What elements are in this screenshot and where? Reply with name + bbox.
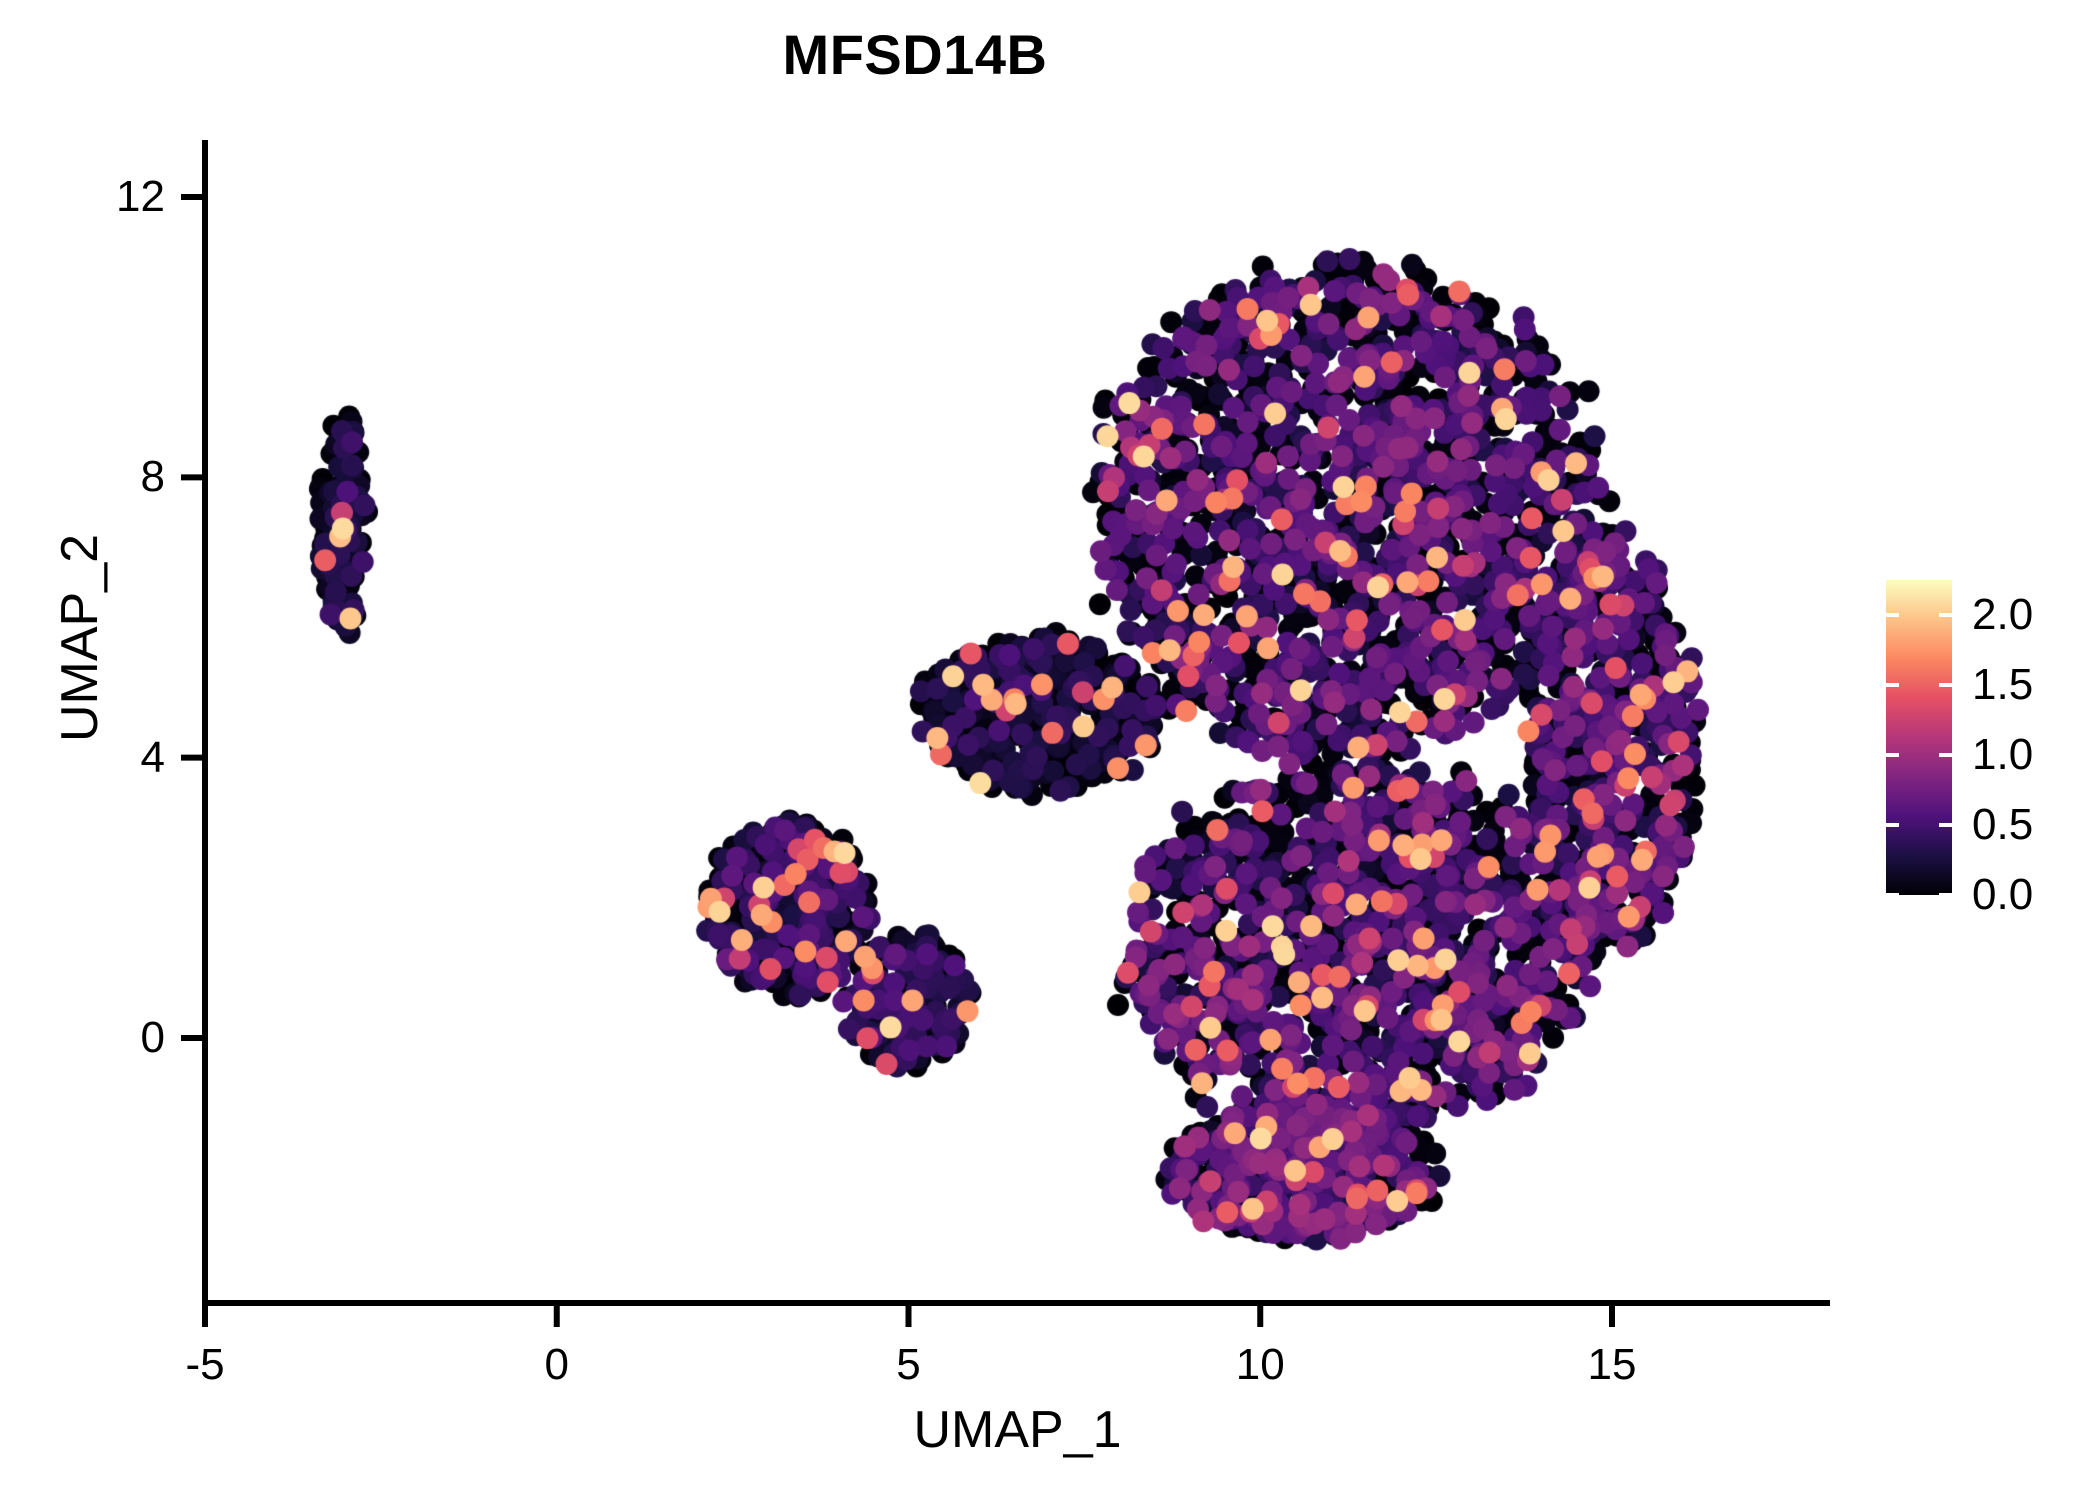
colorbar-tick-label: 2.0 [1972,590,2034,639]
colorbar-tick-mark [1886,823,1952,827]
colorbar-legend: 0.0 0.5 1.0 1.5 2.0 [1886,580,2086,920]
y-tick-label: 4 [140,732,165,782]
colorbar-tick-mark [1886,893,1952,897]
x-tick-label: 10 [1235,1340,1285,1389]
colorbar-gradient [1886,580,1952,895]
y-tick-label: 8 [140,452,165,502]
x-tick-label: 5 [896,1340,921,1389]
x-axis-title: UMAP_1 [913,1401,1122,1459]
colorbar-tick-label: 0.0 [1972,870,2034,919]
colorbar-tick-label: 0.5 [1972,800,2034,849]
y-tick-label: 0 [140,1013,165,1062]
colorbar-tick-mark [1886,753,1952,757]
y-tick-label: 12 [116,172,165,221]
colorbar-tick-mark [1886,613,1952,617]
colorbar-tick-label: 1.0 [1972,730,2034,779]
colorbar-tick-mark [1886,683,1952,687]
x-tick-label: -5 [185,1340,225,1389]
x-tick-label: 15 [1587,1340,1637,1389]
y-axis-title: UMAP_2 [51,533,109,743]
colorbar-tick-label: 1.5 [1972,660,2034,709]
x-tick-label: 0 [544,1340,569,1389]
